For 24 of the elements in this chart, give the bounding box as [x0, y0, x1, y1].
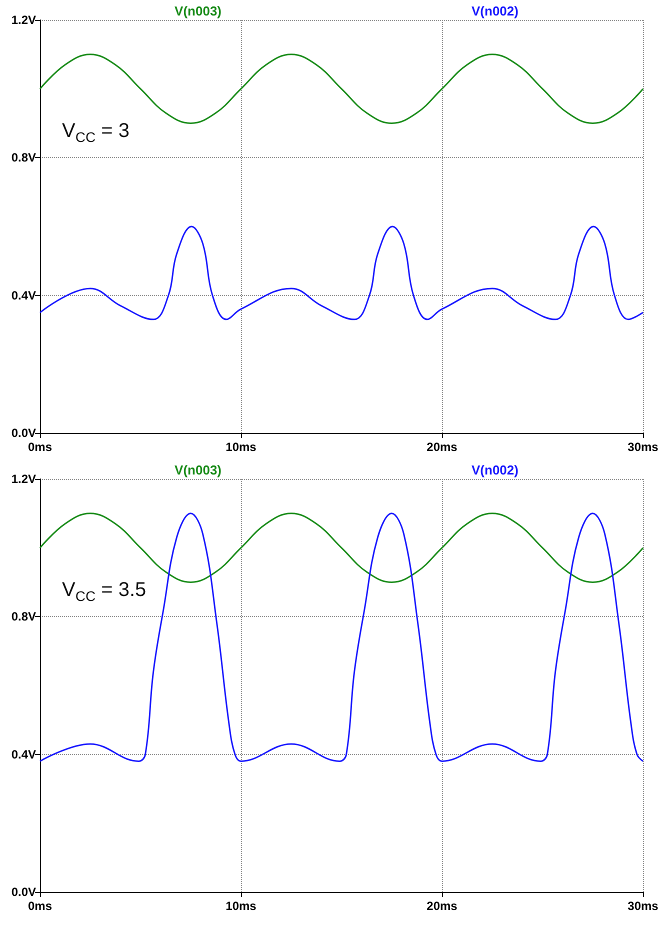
- x-tick-label: 10ms: [226, 899, 257, 913]
- x-tick-label: 0ms: [28, 899, 52, 913]
- y-tick-label: 0.4V: [11, 747, 36, 762]
- line-series: [39, 512, 644, 583]
- y-tick-label: 1.2V: [11, 13, 36, 27]
- x-tick-label: 30ms: [628, 899, 659, 913]
- x-tick-label: 20ms: [426, 440, 458, 454]
- x-tick-label: 10ms: [226, 440, 257, 454]
- y-tick-label: 0.8V: [11, 150, 36, 165]
- y-tick-label: 0.8V: [11, 610, 36, 624]
- line-series: [39, 54, 644, 124]
- text: V(n003): [174, 462, 222, 478]
- text: V(n003): [174, 4, 222, 18]
- line-series: [39, 512, 644, 762]
- y-tick-label: 1.2V: [11, 472, 36, 486]
- line-series: [39, 226, 644, 320]
- x-tick-label: 30ms: [628, 440, 659, 454]
- text: V(n002): [472, 462, 518, 478]
- y-tick-label: 0.0V: [11, 885, 36, 899]
- y-tick-label: 0.0V: [11, 426, 36, 440]
- x-tick-label: 0ms: [28, 440, 52, 454]
- x-tick-label: 20ms: [426, 899, 458, 913]
- text: V(n002): [472, 4, 518, 18]
- y-tick-label: 0.4V: [11, 288, 36, 302]
